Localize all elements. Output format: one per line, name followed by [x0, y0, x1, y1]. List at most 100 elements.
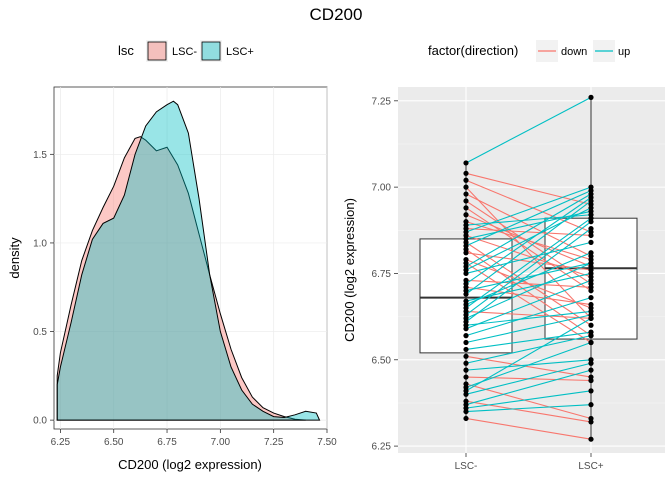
data-point-lsc-pos	[588, 94, 594, 100]
data-point-lsc-pos	[588, 295, 594, 301]
data-point-lsc-neg	[463, 353, 469, 359]
density-area-lsc-neg	[56, 136, 306, 421]
lsc-legend-key-pos	[200, 40, 222, 62]
density-x-tick-label: 6.25	[51, 437, 71, 448]
paired-line-down	[465, 248, 592, 337]
data-point-lsc-pos	[588, 277, 594, 283]
data-point-lsc-neg	[463, 212, 469, 218]
paired-line-down	[465, 355, 592, 378]
direction-legend: factor(direction) down up	[428, 40, 630, 62]
data-point-lsc-neg	[463, 198, 469, 204]
paired-line-up	[465, 186, 592, 233]
data-point-lsc-pos	[588, 219, 594, 225]
data-point-lsc-neg	[463, 170, 469, 176]
paired-line-down	[465, 207, 592, 292]
paired-line-up	[465, 197, 592, 285]
boxplot-x-tick-label: LSC+	[578, 461, 603, 472]
paired-line-down	[465, 186, 592, 319]
data-point-lsc-neg	[463, 191, 469, 197]
density-y-tick-label: 0.5	[33, 327, 47, 338]
paired-line-down	[465, 252, 592, 271]
data-point-lsc-neg	[463, 333, 469, 339]
data-point-lsc-neg	[463, 177, 469, 183]
paired-line-down	[465, 228, 592, 237]
paired-line-down	[465, 234, 592, 278]
data-point-lsc-neg	[463, 408, 469, 415]
boxplot-panel: factor(direction) down up 6.25 6.50 6.75 7.…	[342, 40, 665, 472]
lsc-legend-key-neg	[146, 40, 168, 62]
paired-lines	[465, 96, 592, 440]
paired-line-up	[465, 193, 592, 268]
paired-line-up	[465, 228, 592, 323]
data-point-lsc-pos	[588, 367, 594, 373]
density-y-axis-label: density	[7, 237, 22, 279]
data-point-lsc-neg	[463, 205, 469, 211]
density-x-tick-label: 7.25	[264, 437, 284, 448]
paired-line-up	[465, 279, 592, 330]
paired-line-up	[465, 331, 592, 350]
data-point-lsc-neg	[463, 326, 469, 332]
lsc-legend-label-pos: LSC+	[226, 46, 254, 58]
data-point-lsc-pos	[588, 339, 594, 346]
density-y-tick-label: 1.5	[33, 150, 47, 161]
data-point-lsc-neg	[463, 184, 469, 190]
density-axis-ticks: 6.25 6.50 6.75 7.00 7.25 7.50 0.0 0.5 1.0 1.5	[33, 150, 337, 448]
boxplot-axis-ticks: 6.25 6.50 6.75 7.00 7.25 LSC- LSC+	[372, 96, 604, 472]
data-point-lsc-pos	[588, 333, 594, 339]
paired-line-down	[465, 262, 592, 343]
boxplot-x-tick-label: LSC-	[455, 461, 478, 472]
boxplot-y-tick-label: 6.75	[372, 269, 392, 280]
data-point-lsc-pos	[588, 301, 594, 308]
paired-line-up	[465, 252, 592, 306]
density-x-tick-label: 6.50	[104, 437, 124, 448]
data-point-lsc-pos	[588, 436, 594, 442]
density-panel: lsc LSC- LSC+ 6.25 6.50 6.75 7.00 7.25 7.50 0.…	[7, 40, 337, 472]
boxplot-y-tick-label: 6.50	[372, 355, 392, 366]
data-point-lsc-neg	[463, 415, 469, 422]
density-y-tick-label: 1.0	[33, 238, 47, 249]
paired-line-down	[465, 417, 592, 440]
paired-line-down	[465, 383, 592, 420]
paired-line-up	[465, 297, 592, 337]
lsc-legend: lsc LSC- LSC+	[118, 40, 254, 62]
paired-line-up	[465, 96, 592, 164]
paired-line-up	[465, 314, 592, 344]
data-point-lsc-pos	[588, 260, 594, 266]
boxplot-y-tick-label: 7.25	[372, 96, 392, 107]
direction-legend-title: factor(direction)	[428, 43, 518, 58]
data-point-lsc-neg	[463, 374, 469, 380]
data-point-lsc-neg	[463, 391, 469, 397]
data-point-lsc-pos	[588, 388, 594, 394]
data-point-lsc-neg	[463, 291, 469, 297]
data-point-lsc-pos	[588, 198, 594, 204]
paired-line-up	[465, 404, 592, 413]
lsc-legend-title: lsc	[118, 43, 134, 58]
data-point-lsc-pos	[588, 315, 594, 321]
density-x-tick-label: 7.00	[211, 437, 231, 448]
paired-line-up	[465, 335, 592, 364]
data-point-lsc-pos	[588, 377, 594, 384]
data-point-lsc-pos	[588, 250, 594, 256]
paired-line-up	[465, 390, 592, 409]
data-point-lsc-pos	[588, 402, 594, 408]
data-point-lsc-neg	[463, 346, 469, 353]
paired-line-up	[465, 221, 592, 316]
paired-line-down	[465, 279, 592, 288]
paired-line-up	[465, 217, 592, 309]
boxplot-y-tick-label: 6.25	[372, 442, 392, 453]
density-areas	[56, 100, 321, 421]
data-point-lsc-pos	[588, 205, 594, 211]
paired-line-up	[465, 190, 592, 247]
data-point-lsc-pos	[588, 225, 594, 232]
direction-legend-label-down: down	[561, 46, 587, 58]
lsc-legend-swatch-neg	[147, 41, 167, 61]
data-point-lsc-pos	[588, 232, 594, 239]
data-point-lsc-neg	[463, 160, 469, 166]
paired-line-up	[465, 362, 592, 395]
data-point-lsc-neg	[463, 360, 469, 366]
density-y-tick-label: 0.0	[33, 416, 47, 427]
data-point-lsc-pos	[588, 419, 594, 425]
direction-legend-label-up: up	[618, 46, 630, 58]
data-point-lsc-pos	[588, 270, 594, 277]
